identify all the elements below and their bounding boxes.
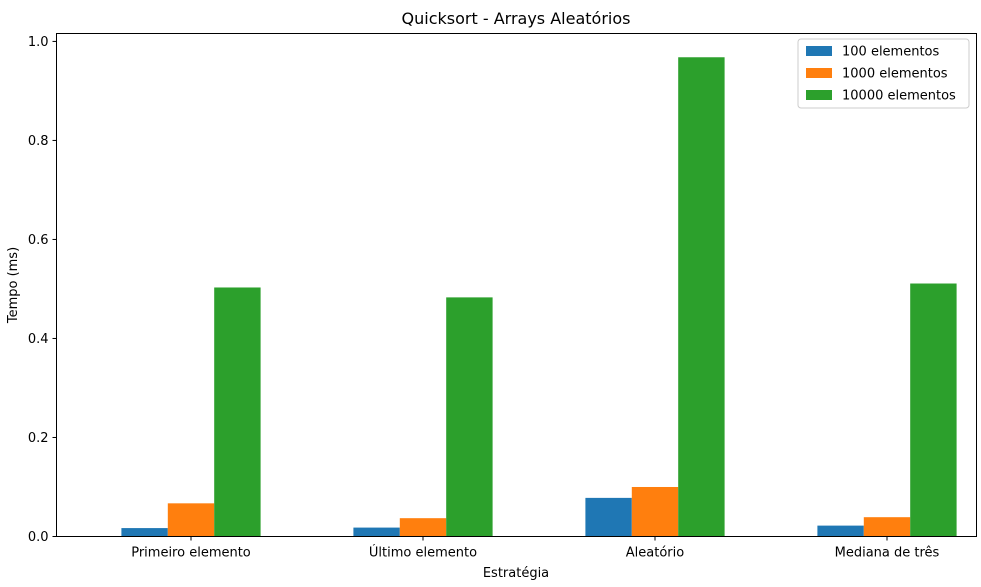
bar-3-2 (446, 297, 493, 537)
y-ticks-group: 0.0 0.2 0.4 0.6 0.8 1.0 (28, 35, 57, 545)
y-tick-label: 0.8 (28, 134, 49, 149)
legend-label: 10000 elementos (842, 89, 956, 104)
bar-2-2 (399, 518, 447, 537)
chart-title: Quicksort - Arrays Aleatórios (402, 9, 631, 28)
bar-1-2 (353, 527, 400, 537)
bar-3-3 (678, 57, 725, 537)
x-tick-label: Mediana de três (835, 546, 940, 561)
legend-swatch (806, 68, 832, 78)
legend: 100 elementos 1000 elementos 10000 element… (797, 38, 970, 109)
bar-1-4 (817, 525, 864, 537)
x-tick-label: Primeiro elemento (131, 546, 251, 561)
y-axis-label: Tempo (ms) (6, 247, 21, 324)
x-tick-label: Último elemento (369, 545, 477, 561)
legend-label: 1000 elementos (842, 67, 948, 82)
bar-2-3 (631, 486, 679, 537)
bar-2-4 (863, 517, 911, 537)
legend-box (797, 38, 970, 109)
legend-swatch (806, 90, 832, 100)
bar-2-1 (167, 503, 215, 537)
bar-3-1 (214, 287, 261, 537)
x-axis-label: Estratégia (483, 566, 549, 581)
x-tick-label: Aleatório (626, 546, 684, 561)
bar-1-3 (585, 497, 632, 537)
plot-frame (56, 33, 977, 537)
bar-1-1 (121, 528, 168, 537)
y-tick-label: 0.0 (28, 530, 49, 545)
y-tick-label: 0.4 (28, 332, 49, 347)
bar-3-4 (910, 283, 957, 537)
y-tick-label: 1.0 (28, 35, 49, 50)
legend-label: 100 elementos (842, 45, 940, 60)
x-ticks-group: Primeiro elemento Último elemento Aleatóri… (131, 536, 940, 561)
y-tick-label: 0.2 (28, 431, 49, 446)
bars-group (121, 57, 957, 537)
y-tick-label: 0.6 (28, 233, 49, 248)
legend-swatch (806, 46, 832, 56)
